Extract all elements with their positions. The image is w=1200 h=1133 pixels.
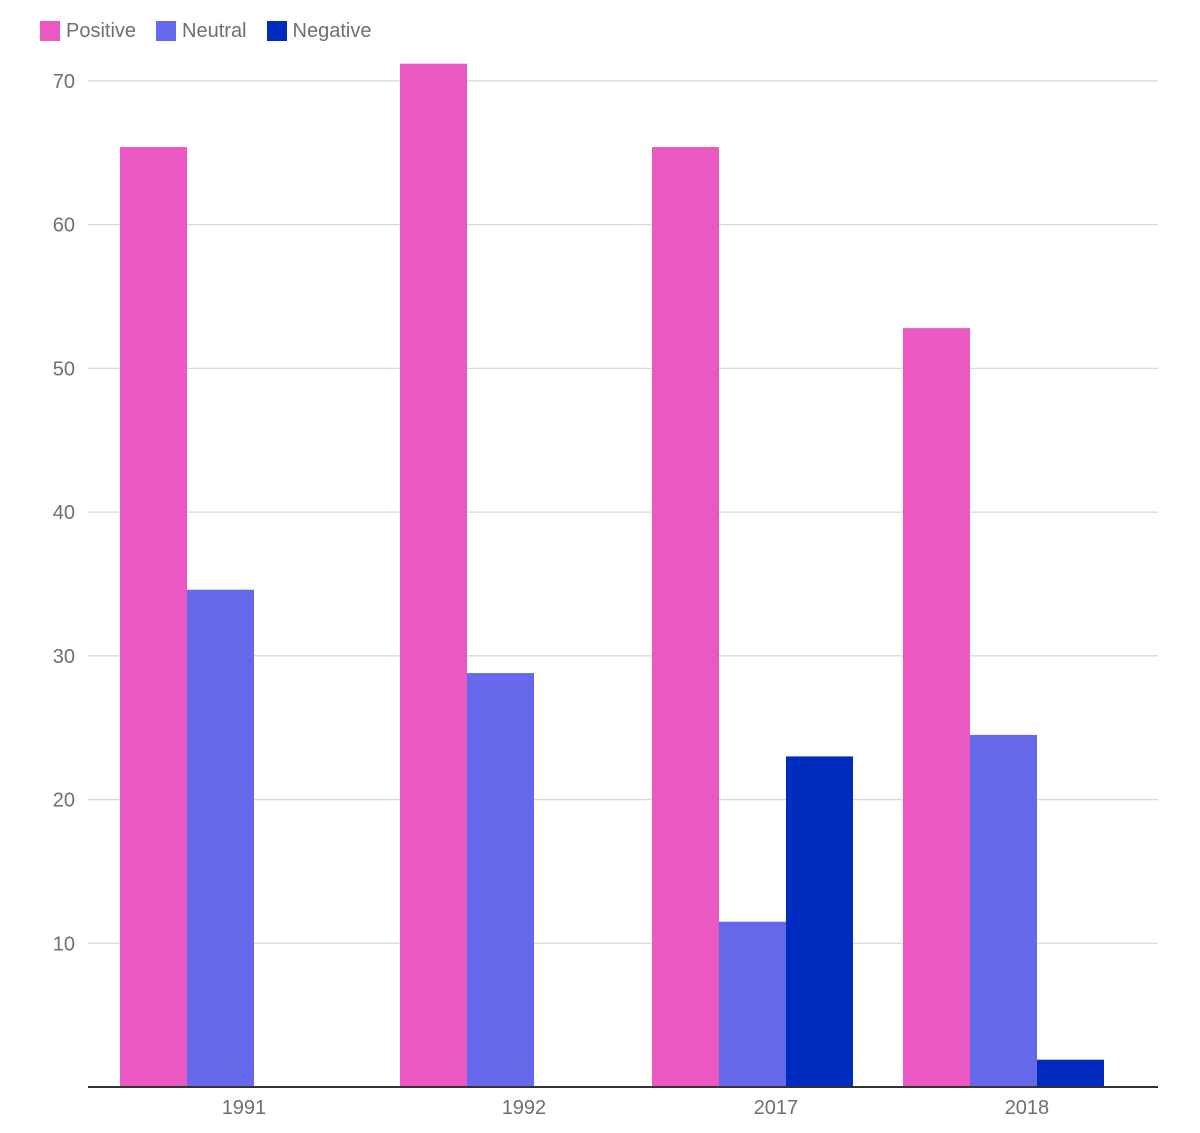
y-tick-label: 70 (53, 71, 75, 93)
bar-neutral-1992 (467, 673, 534, 1087)
bars (120, 63, 1104, 1087)
legend-item-negative: Negative (266, 19, 372, 43)
y-tick-label: 10 (53, 933, 75, 955)
bar-neutral-2018 (970, 734, 1037, 1087)
y-tick-label: 50 (53, 358, 75, 380)
y-tick-label: 30 (53, 646, 75, 668)
legend-label-negative: Negative (292, 19, 372, 42)
legend-swatch-positive (40, 21, 60, 41)
bar-negative-2017 (786, 756, 853, 1087)
bar-negative-2018 (1037, 1059, 1104, 1087)
bar-positive-1992 (400, 63, 467, 1087)
x-tick-label: 1991 (222, 1097, 267, 1119)
x-tick-label: 2017 (754, 1097, 799, 1119)
bar-neutral-1991 (187, 589, 254, 1087)
chart-legend: Positive Neutral Negative (40, 16, 391, 46)
legend-item-neutral: Neutral (156, 19, 247, 43)
legend-label-neutral: Neutral (182, 19, 247, 42)
legend-label-positive: Positive (66, 19, 137, 42)
legend-swatch-negative (266, 21, 287, 41)
bar-positive-2017 (652, 147, 719, 1087)
x-axis: 1991 1992 2017 2018 (88, 1086, 1158, 1119)
y-tick-label: 40 (53, 502, 75, 524)
x-tick-label: 1992 (502, 1097, 547, 1119)
legend-item-positive: Positive (40, 20, 136, 43)
bar-neutral-2017 (719, 921, 786, 1087)
bar-positive-1991 (120, 147, 187, 1087)
bar-positive-2018 (903, 328, 970, 1087)
legend-swatch-neutral (156, 21, 177, 41)
y-tick-label: 20 (53, 790, 75, 812)
y-tick-label: 60 (53, 215, 75, 237)
y-axis: 10 20 30 40 50 60 70 (53, 71, 75, 955)
gridlines (88, 80, 1158, 944)
x-tick-label: 2018 (1005, 1097, 1050, 1119)
